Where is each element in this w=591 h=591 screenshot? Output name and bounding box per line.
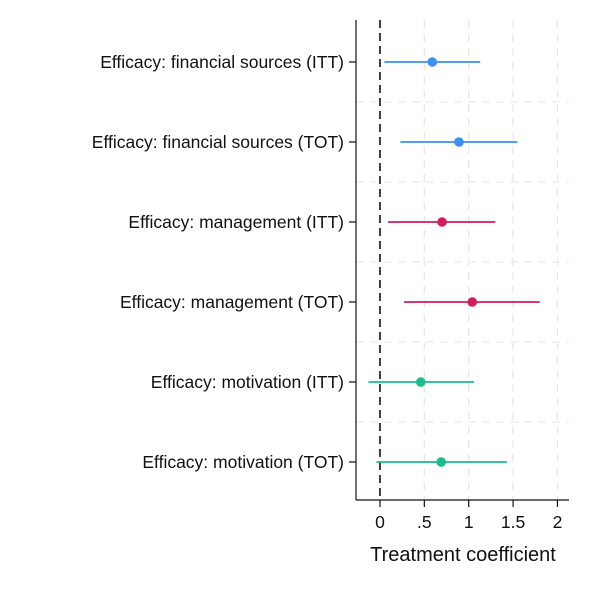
y-category-label: Efficacy: financial sources (ITT) — [100, 52, 344, 72]
point-estimate — [437, 217, 447, 227]
grid-layer — [356, 20, 569, 500]
x-tick-label: 2 — [553, 512, 563, 532]
y-category-label: Efficacy: motivation (TOT) — [142, 452, 344, 472]
axes-layer: 0 .5 1 1.5 2 Efficacy: financial sources (ITT… — [92, 20, 569, 532]
x-tick-label: 1 — [464, 512, 474, 532]
point-estimate — [436, 457, 447, 467]
x-tick-label: 1.5 — [501, 512, 525, 532]
point-estimate — [427, 57, 438, 67]
y-category-label: Efficacy: motivation (ITT) — [151, 372, 344, 392]
data-layer — [368, 57, 540, 467]
point-estimate — [467, 297, 478, 307]
y-category-label: Efficacy: management (TOT) — [120, 292, 344, 312]
x-axis-title: Treatment coefficient — [370, 544, 556, 566]
y-category-label: Efficacy: financial sources (TOT) — [92, 132, 344, 152]
x-tick-label: .5 — [417, 512, 432, 532]
point-estimate — [415, 377, 426, 387]
y-category-label: Efficacy: management (ITT) — [128, 212, 344, 232]
x-tick-label: 0 — [375, 512, 385, 532]
point-estimate — [454, 137, 464, 147]
